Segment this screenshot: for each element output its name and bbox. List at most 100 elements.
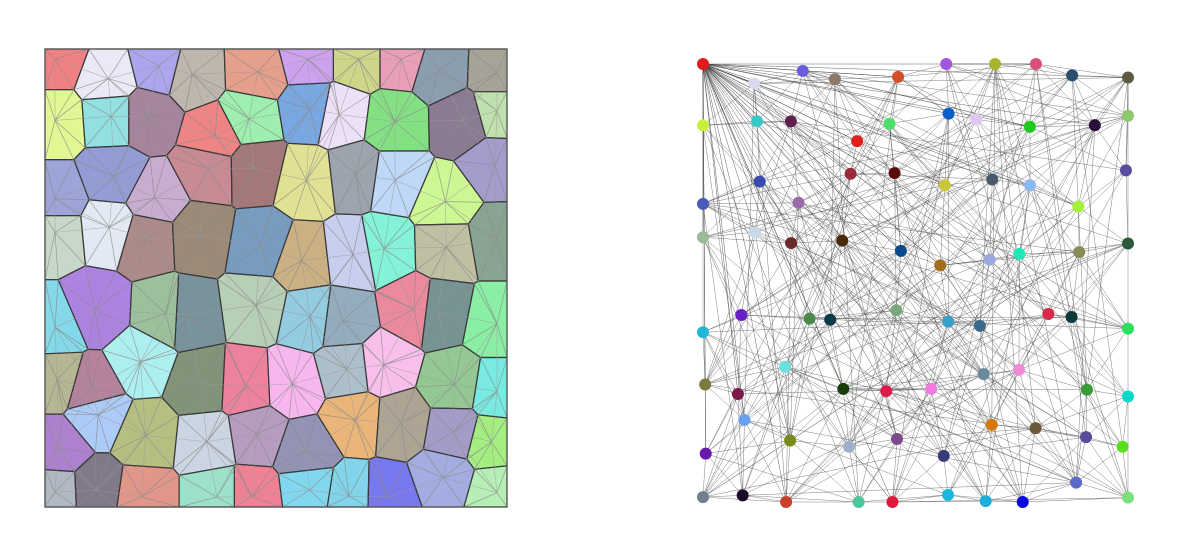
region-spoke — [95, 452, 97, 491]
region-spoke — [322, 320, 344, 347]
region-link — [140, 361, 146, 436]
graph-edge — [1029, 126, 1127, 171]
region-spoke — [310, 82, 331, 109]
graph-edge — [1071, 316, 1129, 397]
graph-edge — [1018, 243, 1129, 371]
region-link — [56, 379, 59, 449]
region-spoke — [187, 278, 218, 316]
graph-edge — [945, 63, 1077, 483]
graph-edge — [991, 424, 1036, 429]
graph-edge — [979, 325, 1023, 503]
region-spoke — [255, 290, 288, 306]
region-spoke — [191, 48, 225, 75]
region-spoke — [287, 143, 307, 181]
region-spoke — [225, 89, 250, 119]
region-spoke — [442, 469, 475, 478]
graph-edge — [896, 310, 949, 322]
graph-edge — [1079, 252, 1129, 329]
graph-edge — [790, 78, 836, 122]
region-spoke — [494, 138, 508, 166]
region-spoke — [101, 349, 141, 363]
graph-edge — [704, 79, 836, 385]
region-link — [248, 71, 259, 119]
region-spoke — [224, 245, 262, 274]
graph-edge — [809, 240, 843, 319]
region-link — [255, 305, 311, 317]
region-link — [383, 180, 396, 249]
graph-node — [1012, 363, 1025, 376]
region-spoke — [199, 235, 218, 280]
graph-edge — [1029, 125, 1095, 127]
region-spoke — [54, 198, 90, 201]
region-spoke — [491, 417, 508, 442]
region-spoke — [453, 408, 473, 433]
region-spoke — [240, 144, 255, 169]
region-spoke — [87, 349, 92, 390]
region-spoke — [175, 135, 216, 146]
region-spoke — [494, 165, 508, 202]
graph-edge — [702, 63, 756, 233]
region-link — [306, 108, 311, 181]
region-spoke — [306, 180, 324, 222]
region-link — [165, 313, 188, 316]
region-link — [91, 388, 146, 436]
graph-edge — [705, 453, 859, 503]
region-link — [158, 65, 193, 75]
region-link — [414, 308, 439, 313]
region-spoke — [95, 464, 124, 491]
region-spoke — [477, 280, 498, 324]
region-link — [401, 58, 439, 71]
region-spoke — [146, 221, 173, 239]
region-spoke — [113, 176, 127, 204]
graph-edge — [702, 63, 993, 180]
region-spoke — [379, 397, 402, 424]
graph-node — [843, 440, 856, 453]
region-link — [438, 70, 498, 73]
region-spoke — [301, 221, 324, 261]
graph-edge — [789, 440, 859, 503]
graph-edge — [992, 126, 1031, 180]
region-spoke — [421, 311, 439, 350]
region-link — [113, 116, 147, 177]
graph-node — [1016, 496, 1029, 508]
region-spoke — [54, 120, 75, 160]
region-spoke — [485, 110, 498, 138]
region-spoke — [215, 135, 242, 145]
region-spoke — [496, 391, 508, 419]
graph-edge — [790, 242, 980, 327]
graph-edge — [744, 419, 791, 441]
region-spoke — [54, 471, 76, 493]
graph-edge — [702, 63, 745, 420]
graph-node — [824, 313, 837, 326]
graph-edge — [892, 438, 898, 503]
region-spoke — [54, 120, 86, 148]
region-spoke — [453, 344, 463, 385]
graph-edge — [702, 121, 791, 126]
region-link — [111, 65, 159, 117]
graph-edge — [789, 388, 844, 441]
region-spoke — [342, 291, 375, 322]
region-spoke — [87, 309, 96, 350]
graph-node — [697, 58, 709, 70]
graph-node — [1072, 200, 1085, 213]
graph-edge — [702, 63, 1023, 503]
region-link — [339, 114, 396, 123]
graph-edge — [1029, 115, 1129, 127]
graph-edge — [742, 482, 1077, 496]
region-spoke — [346, 343, 363, 370]
region-spoke — [496, 280, 508, 324]
region-link — [200, 383, 246, 387]
graph-edge — [894, 172, 945, 186]
graph-edge — [940, 251, 1080, 266]
graph-node — [886, 496, 899, 508]
region-link — [342, 320, 384, 366]
region-link — [454, 384, 492, 442]
graph-edge — [946, 63, 1095, 126]
graph-edge — [702, 63, 992, 426]
graph-edge — [759, 181, 799, 204]
graph-edge — [1085, 389, 1088, 438]
region-spoke — [468, 48, 498, 73]
region-spoke — [355, 174, 363, 215]
graph-edge — [1075, 125, 1096, 483]
graph-edge — [802, 70, 1088, 390]
